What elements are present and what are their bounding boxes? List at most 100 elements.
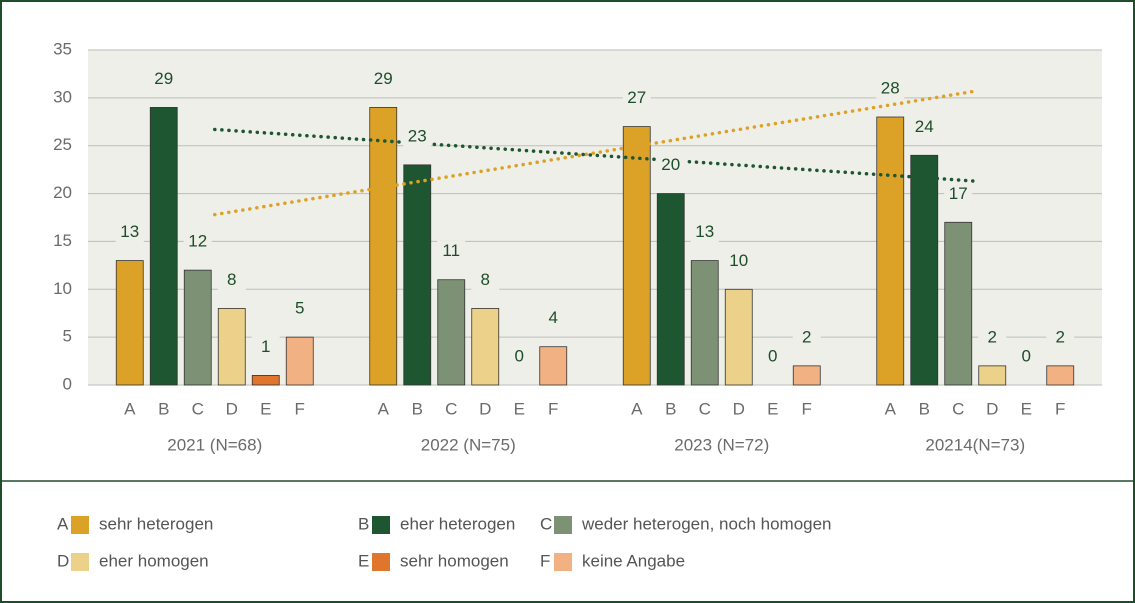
x-tick-label: B [665,399,676,418]
value-label: 1 [261,337,270,356]
value-label: 20 [661,155,680,174]
value-label-bg [876,78,905,100]
x-tick-label: C [952,399,964,418]
y-tick-label: 25 [53,135,72,154]
value-label: 8 [481,270,490,289]
legend-label: weder heterogen, noch homogen [581,514,832,533]
x-tick-label: F [1055,399,1065,418]
value-label: 2 [1056,327,1065,346]
value-label-bg [369,68,398,91]
value-label-bg [505,346,534,368]
x-tick-label: E [514,399,525,418]
value-label-bg [792,326,821,349]
legend-label: sehr homogen [400,551,509,570]
bar [149,107,178,386]
y-tick-label: 0 [63,374,72,393]
bar [622,126,651,386]
bar [471,308,500,386]
bar [115,260,144,386]
value-label: 27 [627,88,646,107]
value-label: 17 [949,184,968,203]
x-tick-label: E [1021,399,1032,418]
bar [1046,365,1075,386]
x-tick-label: B [158,399,169,418]
value-label-bg [944,183,973,206]
value-label-bg [285,298,314,321]
bar [978,365,1007,386]
legend-key: E [358,551,369,570]
bar [285,336,314,386]
legend-key: F [540,551,550,570]
x-tick-label: D [986,399,998,418]
value-label: 24 [915,117,934,136]
y-tick-label: 35 [53,39,72,58]
x-tick-label: C [445,399,457,418]
value-label: 0 [1022,346,1031,365]
value-label: 11 [442,241,460,260]
group-label: 2022 (N=75) [421,435,516,454]
value-label-bg [978,326,1007,349]
legend-label: eher heterogen [400,514,515,533]
value-label: 5 [295,299,304,318]
value-label: 13 [120,222,139,241]
x-tick-label: A [124,399,136,418]
bar [369,107,398,386]
value-label: 28 [881,78,900,97]
legend-swatch [554,516,572,534]
x-tick-label: B [412,399,423,418]
legend-swatch [71,516,89,534]
x-tick-label: F [802,399,812,418]
value-label-bg [471,269,500,292]
x-tick-label: F [295,399,305,418]
bar [251,375,280,386]
x-tick-label: F [548,399,558,418]
value-label-bg [217,269,246,292]
x-tick-label: D [226,399,238,418]
value-label: 2 [988,327,997,346]
value-label-bg [1046,326,1075,349]
value-label: 12 [188,232,207,251]
bar [944,221,973,386]
bar [690,260,719,386]
legend-label: keine Angabe [582,551,685,570]
value-label-bg [437,240,466,263]
value-label-bg [1012,346,1041,368]
value-label: 8 [227,270,236,289]
x-tick-label: A [631,399,643,418]
legend-key: D [57,551,69,570]
bar [876,116,905,386]
value-label: 29 [374,69,393,88]
bar [403,164,432,386]
value-label: 23 [408,126,427,145]
value-label-bg [622,87,651,110]
value-label-bg [724,250,753,273]
x-tick-label: A [885,399,897,418]
y-tick-label: 30 [53,87,72,106]
legend-label: eher homogen [99,551,209,570]
legend-label: sehr heterogen [99,514,213,533]
value-label: 0 [768,346,777,365]
bar [183,269,212,386]
group-label: 2021 (N=68) [167,435,262,454]
value-label: 29 [154,69,173,88]
value-label: 4 [549,308,558,327]
x-tick-label: C [699,399,711,418]
x-tick-label: C [192,399,204,418]
x-tick-label: D [479,399,491,418]
value-label-bg [690,221,719,244]
legend-key: C [540,514,552,533]
y-tick-label: 15 [53,231,72,250]
value-label: 10 [729,251,748,270]
x-tick-label: E [260,399,271,418]
value-label-bg [403,125,432,148]
x-tick-label: D [733,399,745,418]
value-label-bg [183,231,212,254]
x-tick-label: E [767,399,778,418]
value-label-bg [656,154,685,177]
bar [437,279,466,386]
value-label-bg [149,68,178,91]
legend-swatch [554,553,572,571]
legend-key: A [57,514,69,533]
y-tick-label: 20 [53,183,72,202]
